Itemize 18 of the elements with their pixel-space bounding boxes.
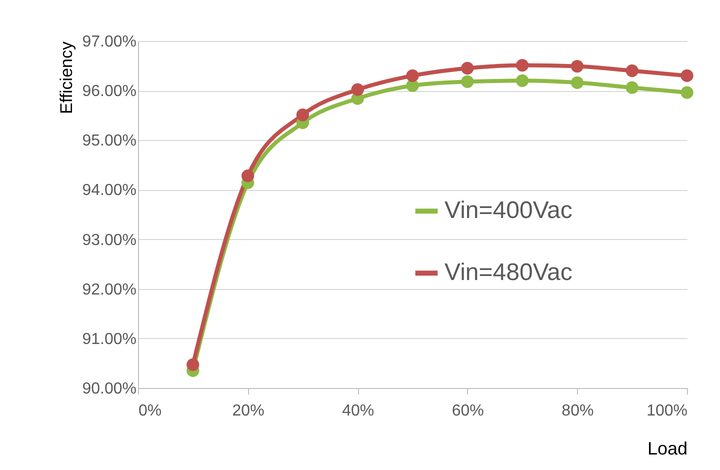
x-tick-label: 0%	[138, 402, 162, 420]
x-tick-label: 80%	[562, 402, 594, 420]
x-tick-label: 20%	[232, 402, 264, 420]
y-tick-label: 92.00%	[82, 281, 136, 298]
y-tick-label: 90.00%	[82, 380, 136, 398]
x-tick-label: 40%	[342, 402, 374, 420]
x-tick-label: 60%	[452, 402, 484, 420]
y-tick-label: 95.00%	[82, 132, 136, 150]
y-tick-label: 97.00%	[82, 34, 136, 50]
legend-label: Vin=480Vac	[444, 259, 572, 286]
y-tick-label: 96.00%	[82, 83, 136, 100]
y-tick-label: 93.00%	[82, 232, 136, 249]
x-tick-label: 100%	[646, 402, 688, 420]
y-axis-title: Efficiency	[57, 41, 76, 114]
x-axis-title: Load	[647, 438, 688, 458]
legend-label: Vin=400Vac	[444, 197, 572, 224]
y-tick-label: 94.00%	[82, 182, 136, 200]
y-tick-label: 91.00%	[82, 330, 136, 348]
